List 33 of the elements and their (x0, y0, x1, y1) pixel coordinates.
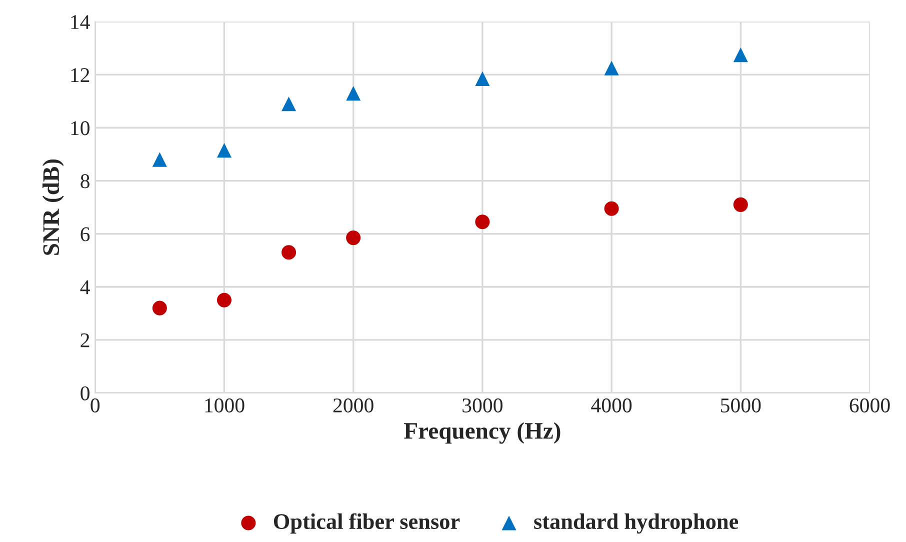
x-tick-label: 0 (90, 398, 100, 412)
y-axis-title: SNR (dB) (42, 159, 64, 255)
point (152, 152, 167, 167)
point (604, 201, 619, 216)
x-tick-label: 6000 (850, 398, 890, 412)
point (604, 60, 619, 76)
y-tick-label: 4 (80, 280, 90, 294)
x-axis-title: Frequency (Hz) (404, 422, 560, 444)
x-tick-label: 4000 (591, 398, 632, 412)
point (216, 292, 232, 308)
point (282, 245, 296, 260)
y-tick-label: 10 (71, 121, 90, 136)
point (733, 48, 748, 62)
legend-label: Optical fiber sensor (274, 513, 460, 534)
point (346, 230, 361, 246)
x-tick-label: 5000 (721, 398, 761, 412)
x-tick-label: 3000 (462, 398, 502, 412)
x-tick-label: 1000 (205, 398, 244, 412)
point (216, 143, 232, 158)
y-tick-label: 0 (80, 386, 90, 400)
y-tick-label: 2 (80, 333, 90, 348)
point (475, 214, 490, 230)
point (475, 71, 490, 86)
x-tick-label: 2000 (333, 398, 374, 412)
y-tick-label: 8 (80, 174, 90, 188)
point (346, 86, 361, 101)
y-tick-label: 14 (71, 15, 90, 29)
legend-label: standard hydrophone (534, 513, 738, 534)
point (282, 96, 296, 112)
y-tick-label: 6 (80, 227, 90, 242)
y-tick-label: 12 (71, 68, 90, 82)
point (733, 197, 748, 212)
point (152, 300, 167, 316)
